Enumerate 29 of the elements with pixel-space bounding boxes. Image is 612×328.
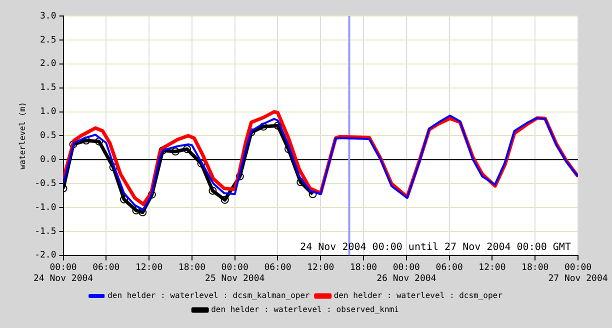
x-tick-label: 12:00: [478, 263, 506, 274]
legend-label: den helder : waterlevel : dcsm_kalman_oper: [108, 291, 310, 300]
x-tick-label: 12:00: [307, 263, 334, 274]
y-tick-label: 0.0: [40, 154, 56, 165]
x-tick-label: 06:00: [264, 263, 292, 274]
x-tick-label: 06:00: [436, 263, 463, 274]
y-tick-label: 1.5: [40, 83, 56, 94]
x-tick-label: 18:00: [178, 263, 206, 274]
y-tick-label: 2.5: [40, 35, 56, 46]
y-axis-title: waterlevel (m): [18, 102, 27, 170]
legend-label: den helder : waterlevel : dcsm_oper: [334, 291, 503, 300]
x-tick-label: 00:00 24 Nov 2004: [33, 263, 94, 284]
annotation: 24 Nov 2004 00:00 until 27 Nov 2004 00:00 GMT: [300, 242, 571, 253]
x-tick-label: 00:00 25 Nov 2004: [205, 263, 265, 284]
y-tick-label: -0.5: [34, 178, 56, 189]
y-tick-label: 0.5: [40, 131, 56, 142]
x-tick-label: 00:00 26 Nov 2004: [376, 263, 436, 284]
y-tick-label: -1.0: [34, 202, 56, 213]
x-tick-label: 00:00 27 Nov 2004: [548, 263, 608, 284]
x-tick-label: 12:00: [136, 263, 163, 274]
y-tick-label: -2.0: [34, 250, 56, 261]
y-tick-label: -1.5: [34, 226, 56, 237]
y-tick-label: 1.0: [40, 107, 56, 118]
x-tick-label: 06:00: [92, 263, 120, 274]
x-tick-label: 18:00: [522, 263, 549, 274]
y-tick-label: 2.0: [40, 59, 56, 70]
x-tick-label: 18:00: [350, 263, 378, 274]
legend-label: den helder : waterlevel : observed_knmi: [211, 305, 400, 314]
y-tick-label: 3.0: [40, 11, 56, 22]
